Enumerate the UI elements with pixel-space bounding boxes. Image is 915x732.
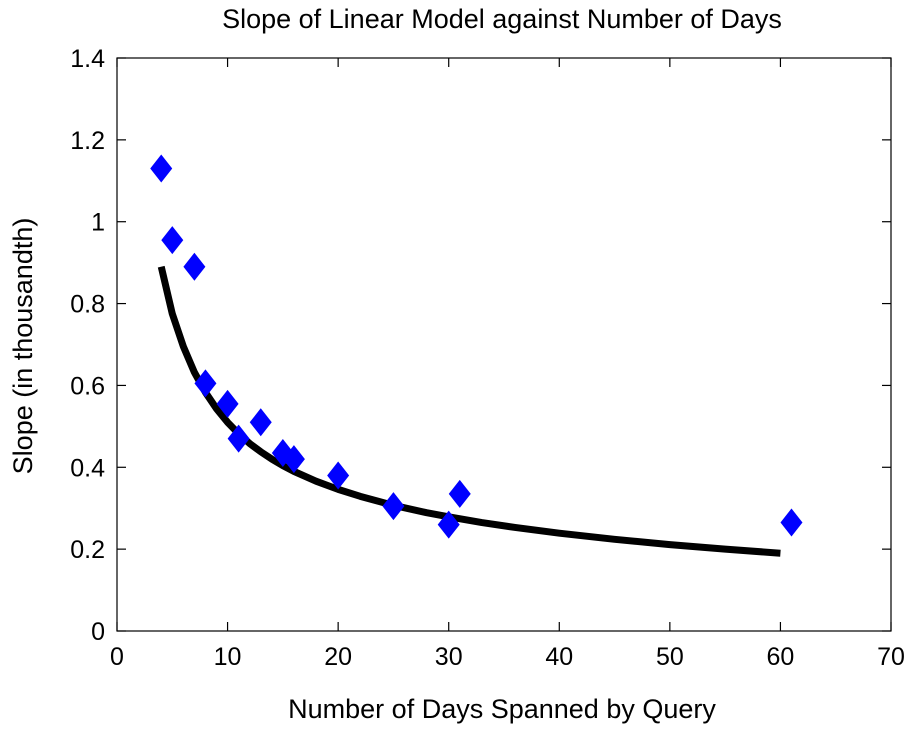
y-tick-label: 1.2 — [70, 127, 105, 155]
fit-curve-line — [157, 265, 781, 557]
y-tick-label: 0 — [91, 618, 105, 646]
plot-area: 0 10 20 30 40 50 60 70 0 0.2 0.4 0.6 0.8 1 1.2 1.4 — [70, 45, 905, 671]
data-point-diamond — [780, 508, 803, 537]
data-point-diamond — [282, 445, 305, 474]
data-point-diamond — [194, 369, 217, 398]
data-point-diamond — [327, 461, 350, 490]
y-tick-label: 0.8 — [70, 291, 105, 319]
data-point-diamond — [382, 492, 405, 521]
y-tick-label: 1.4 — [70, 45, 105, 73]
data-point-diamond — [216, 389, 239, 418]
x-tick-label: 70 — [877, 643, 905, 671]
axes-frame — [116, 57, 892, 632]
data-point-diamond — [150, 154, 173, 183]
y-tick-label: 0.6 — [70, 372, 105, 400]
data-point-diamond — [448, 479, 471, 508]
chart-title: Slope of Linear Model against Number of … — [222, 4, 782, 34]
data-point-diamond — [183, 252, 206, 281]
x-tick-label: 60 — [767, 643, 795, 671]
x-tick-label: 0 — [110, 643, 124, 671]
x-tick-label: 40 — [545, 643, 573, 671]
data-point-diamond — [227, 424, 250, 453]
data-point-diamond — [249, 408, 272, 437]
y-tick-label: 0.4 — [70, 454, 105, 482]
y-axis-label: Slope (in thousandth) — [8, 218, 38, 475]
x-tick-label: 20 — [324, 643, 352, 671]
data-point-diamond — [161, 226, 184, 255]
data-point-diamond — [437, 510, 460, 539]
x-axis-label: Number of Days Spanned by Query — [288, 694, 716, 724]
x-tick-label: 50 — [656, 643, 684, 671]
x-tick-label: 10 — [214, 643, 242, 671]
x-tick-label: 30 — [435, 643, 463, 671]
y-tick-label: 1 — [91, 209, 105, 237]
y-tick-label: 0.2 — [70, 536, 105, 564]
